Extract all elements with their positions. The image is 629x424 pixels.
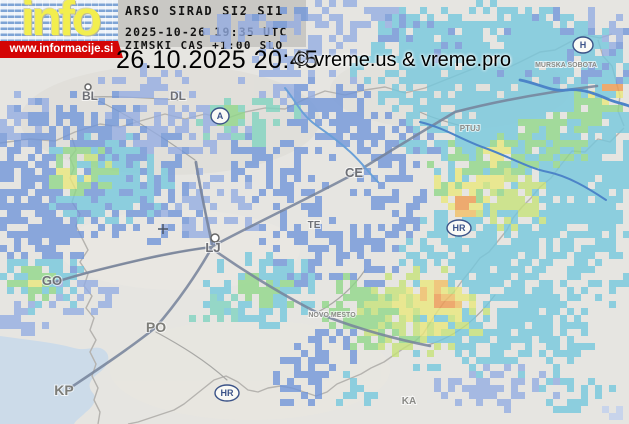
arso-local-time: ZIMSKI CAS +1:00 SLO	[125, 39, 284, 52]
country-shield-label: H	[580, 40, 587, 50]
country-shield	[210, 107, 230, 125]
country-shield	[214, 384, 240, 402]
info-logo-text: info	[21, 0, 102, 42]
map-label: MURSKA SOBOTA	[535, 62, 597, 69]
rivers	[284, 78, 629, 201]
map-label: NOVO MESTO	[308, 312, 356, 319]
map-label: PTUJ	[460, 124, 480, 133]
map-label: KP	[54, 382, 73, 398]
display-datetime: 26.10.2025 20:45	[116, 46, 319, 74]
map-label: LJ	[205, 240, 220, 255]
map-label: DL	[170, 89, 186, 103]
map-label: BL	[82, 89, 98, 103]
map-label: GO	[42, 273, 62, 288]
country-shield	[572, 36, 594, 54]
map-label: PO	[146, 319, 166, 335]
town-ring	[210, 233, 220, 243]
airport-cross-icon	[158, 224, 168, 234]
country-shield	[446, 219, 472, 237]
map-labels: BL DL CE TE LJ PTUJ MURSKA SOBOTA PO KP GO NOVO ME…	[41, 36, 598, 408]
map-label: CE	[345, 165, 363, 180]
informacije-banner-link[interactable]: www.informacije.si	[0, 41, 123, 58]
info-logo[interactable]: info	[0, 0, 118, 42]
town-ring	[84, 83, 92, 91]
map-label: TE	[308, 220, 321, 231]
copyright-text: © vreme.us & vreme.pro	[294, 49, 512, 71]
country-shield-label: HR	[453, 223, 466, 233]
country-shield-label: HR	[221, 388, 234, 398]
sea	[0, 336, 109, 424]
highways	[50, 84, 599, 390]
country-shield-label: A	[217, 111, 224, 121]
arso-title: ARSO SIRAD SI2 SI1	[125, 4, 284, 18]
map-label: KA	[402, 396, 416, 407]
